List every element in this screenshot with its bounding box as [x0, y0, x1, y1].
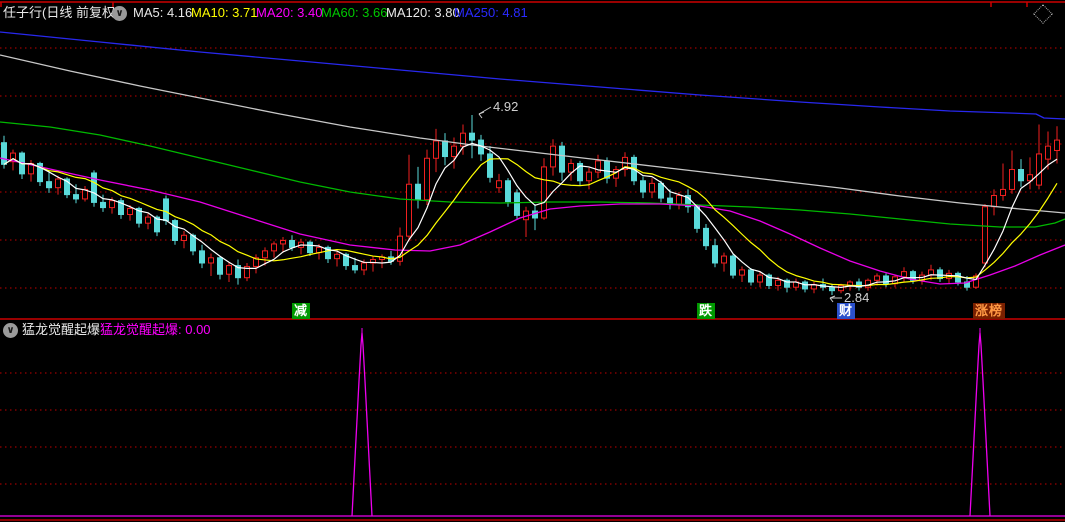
stock-title: 任子行(日线 前复权) [3, 5, 120, 20]
sub-chevron-down-icon[interactable]: ∨ [3, 323, 18, 338]
annotation-arrows [478, 106, 842, 303]
ma10-label: MA10: 3.71 [191, 5, 258, 20]
ma5-label: MA5: 4.16 [133, 5, 193, 20]
ma10-line [3, 158, 1058, 287]
ma250-line [0, 31, 1065, 120]
indicator-name-label: 猛龙觉醒起爆 [22, 322, 101, 337]
indicator-layer [0, 328, 1065, 517]
main-gridlines [0, 47, 1065, 289]
badge-jian[interactable]: 减 [292, 303, 311, 319]
badge-cai[interactable]: 财 [837, 303, 856, 319]
sub-gridlines [0, 372, 1065, 485]
ma5-line [3, 142, 1058, 288]
indicator-value-label: 猛龙觉醒起爆: 0.00 [100, 322, 211, 337]
ma120-line [0, 54, 1065, 214]
high-price-annotation: 4.92 [493, 99, 519, 114]
candles-layer [1, 115, 1060, 295]
badge-die[interactable]: 跌 [697, 303, 716, 319]
ma120-label: MA120: 3.80 [386, 5, 460, 20]
ma20-label: MA20: 3.40 [256, 5, 323, 20]
badge-zhangbang[interactable]: 涨榜 [973, 303, 1006, 319]
ma250-label: MA250: 4.81 [454, 5, 528, 20]
ma60-line [0, 121, 1065, 228]
ma20-line [0, 157, 1065, 285]
low-price-annotation: 2.84 [844, 290, 870, 305]
ma60-label: MA60: 3.66 [321, 5, 388, 20]
chevron-down-icon[interactable]: ∨ [112, 6, 127, 21]
